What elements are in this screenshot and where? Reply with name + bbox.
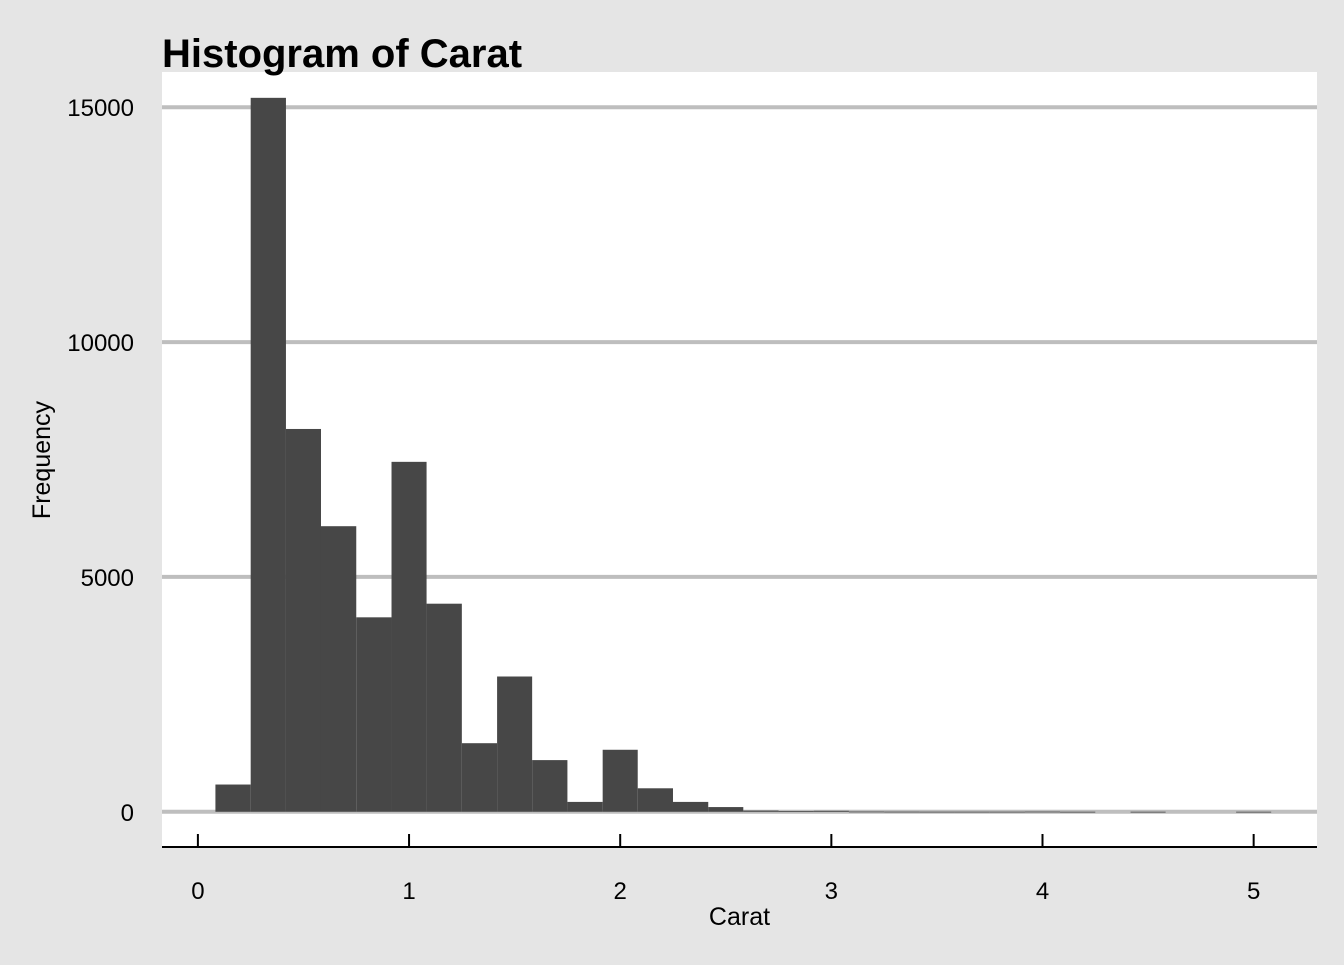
histogram-bars bbox=[215, 97, 1272, 813]
y-axis-label: Frequency bbox=[28, 400, 56, 519]
histogram-bar bbox=[602, 749, 638, 812]
histogram-bar bbox=[989, 811, 1025, 813]
x-axis-label: Carat bbox=[709, 903, 770, 931]
y-tick-label: 15000 bbox=[67, 95, 134, 122]
x-tick-label: 3 bbox=[825, 878, 838, 905]
histogram-bar bbox=[954, 811, 990, 813]
histogram-bar bbox=[778, 811, 814, 812]
histogram-bar bbox=[391, 461, 427, 812]
histogram-bar bbox=[1024, 811, 1061, 813]
histogram-bar bbox=[497, 676, 533, 812]
y-tick-label: 5000 bbox=[81, 565, 134, 592]
y-axis-ticks: 0 5000 10000 15000 bbox=[67, 95, 134, 827]
histogram-bar bbox=[919, 811, 955, 813]
histogram-bar bbox=[848, 811, 885, 813]
histogram-bar bbox=[672, 801, 709, 812]
histogram-bar bbox=[250, 97, 286, 812]
x-axis: 0 1 2 3 4 5 bbox=[162, 834, 1317, 905]
histogram-bar bbox=[1236, 811, 1272, 813]
histogram-bar bbox=[426, 603, 462, 812]
histogram-bar bbox=[1130, 811, 1166, 813]
histogram-bar bbox=[884, 811, 920, 813]
histogram-bar bbox=[285, 428, 321, 812]
chart-title: Histogram of Carat bbox=[162, 32, 522, 76]
x-tick-label: 5 bbox=[1247, 878, 1260, 905]
histogram-bar bbox=[1060, 811, 1096, 813]
y-tick-label: 0 bbox=[121, 800, 134, 827]
y-tick-label: 10000 bbox=[67, 330, 134, 357]
histogram-bar bbox=[461, 743, 498, 812]
histogram-bar bbox=[567, 801, 603, 812]
histogram-bar bbox=[743, 810, 779, 812]
histogram-bar bbox=[215, 784, 251, 812]
histogram-bar bbox=[356, 617, 392, 812]
x-tick-label: 2 bbox=[614, 878, 627, 905]
histogram-bar bbox=[320, 526, 357, 812]
x-tick-label: 4 bbox=[1036, 878, 1049, 905]
histogram-bar bbox=[813, 810, 849, 812]
x-tick-label: 1 bbox=[402, 878, 415, 905]
histogram-bar bbox=[637, 788, 673, 812]
x-tick-label: 0 bbox=[191, 878, 204, 905]
histogram-bar bbox=[532, 760, 568, 812]
histogram-bar bbox=[708, 807, 744, 812]
